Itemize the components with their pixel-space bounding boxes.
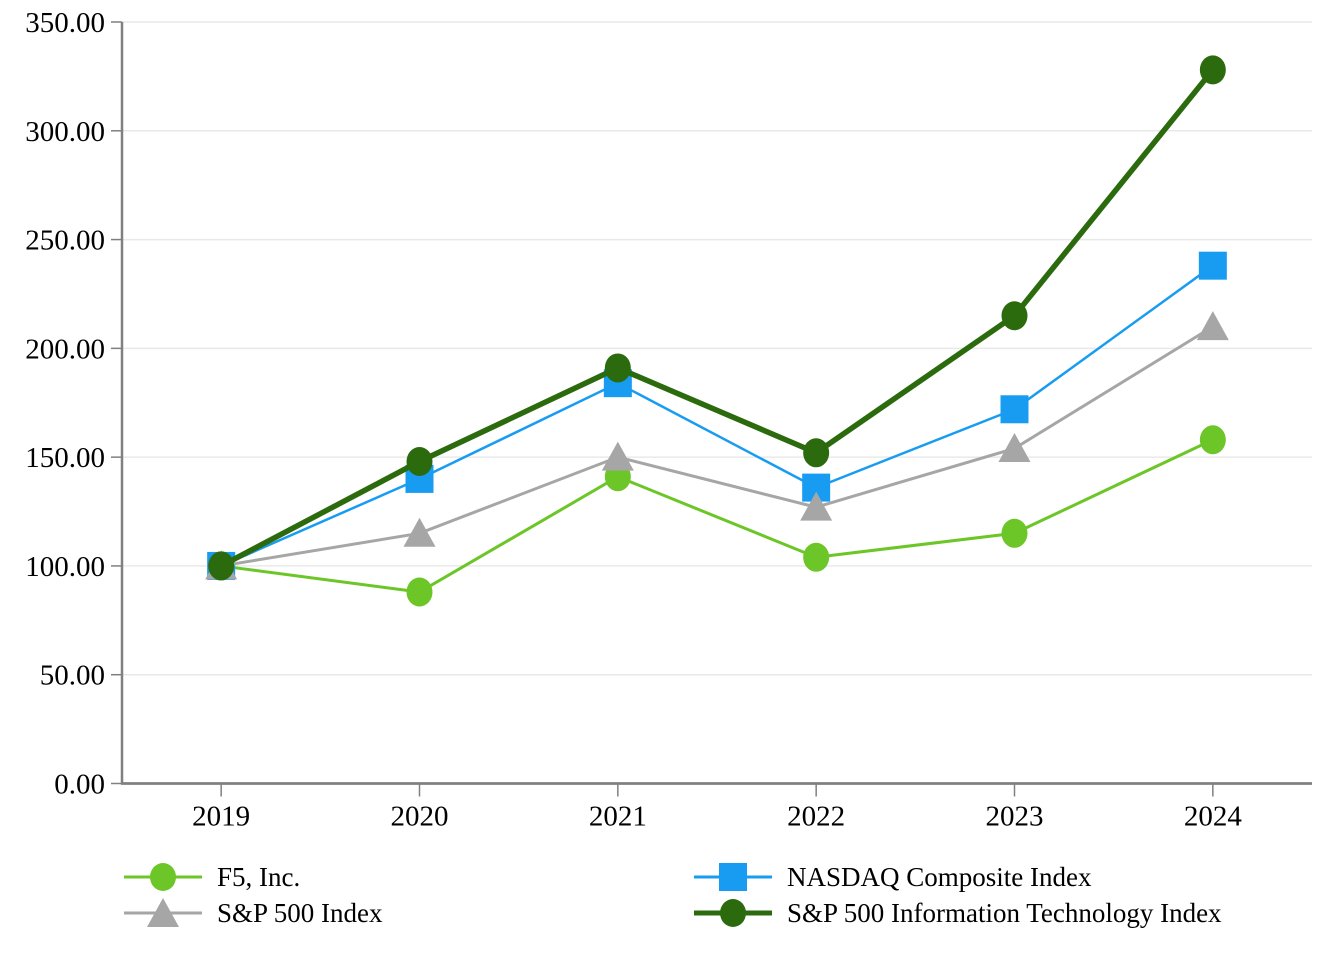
- series-nasdaq-composite-index: [207, 251, 1227, 580]
- circle-marker: [1199, 55, 1226, 85]
- y-tick-label: 250.00: [25, 225, 105, 257]
- circle-marker-icon: [720, 899, 746, 927]
- legend-label-f5: F5, Inc.: [217, 861, 301, 892]
- circle-marker: [803, 438, 830, 468]
- triangle-marker: [998, 432, 1031, 462]
- gridlines: [122, 21, 1312, 676]
- y-tick-label: 300.00: [25, 116, 105, 148]
- y-tick-label: 0.00: [54, 769, 105, 801]
- series-s-p-500-index: [205, 311, 1229, 580]
- x-tick-label: 2023: [986, 801, 1044, 833]
- series-line: [220, 438, 1214, 594]
- square-marker: [1198, 251, 1227, 280]
- x-tick-label: 2020: [391, 801, 449, 833]
- legend-label-nasdaq: NASDAQ Composite Index: [787, 861, 1092, 892]
- square-marker: [1000, 395, 1029, 424]
- circle-marker: [208, 551, 235, 581]
- legend-item-f5: F5, Inc.: [124, 860, 694, 894]
- series-s-p-500-information-technology-index: [208, 55, 1226, 581]
- y-tick-label: 100.00: [25, 551, 105, 583]
- x-tick-label: 2021: [589, 801, 647, 833]
- legend-item-sp500: S&P 500 Index: [124, 896, 694, 930]
- sp500-it-marker-icon: [694, 899, 772, 927]
- series-line: [220, 264, 1214, 568]
- square-marker-icon: [719, 863, 747, 891]
- series-line: [220, 325, 1214, 568]
- legend: F5, Inc. NASDAQ Composite Index S&P 500 …: [124, 860, 1314, 930]
- series-f5-inc: [208, 425, 1226, 607]
- circle-marker: [604, 353, 631, 383]
- x-axis: 2019 2020 2021 2022 2023 2024: [121, 782, 1312, 833]
- sp500-marker-icon: [124, 898, 202, 927]
- circle-marker: [1001, 301, 1028, 331]
- nasdaq-marker-icon: [694, 863, 772, 891]
- x-tick-label: 2022: [787, 801, 845, 833]
- circle-marker-icon: [150, 863, 176, 891]
- circle-marker: [1001, 518, 1028, 548]
- circle-marker: [406, 577, 433, 607]
- y-tick-label: 350.00: [25, 7, 105, 39]
- legend-item-sp500-it: S&P 500 Information Technology Index: [694, 896, 1314, 930]
- series-line: [219, 68, 1215, 569]
- triangle-marker: [403, 517, 436, 547]
- x-tick-label: 2024: [1184, 801, 1243, 833]
- x-tick-label: 2019: [192, 801, 250, 833]
- y-axis: 0.00 50.00 100.00 150.00 200.00 250.00 300.00 3…: [25, 7, 124, 801]
- y-tick-label: 150.00: [25, 442, 105, 474]
- triangle-marker: [800, 491, 833, 521]
- triangle-marker: [1196, 311, 1229, 341]
- legend-label-sp500: S&P 500 Index: [217, 897, 383, 928]
- circle-marker: [803, 542, 830, 572]
- legend-item-nasdaq: NASDAQ Composite Index: [694, 860, 1314, 894]
- circle-marker: [406, 446, 433, 476]
- legend-label-sp500-it: S&P 500 Information Technology Index: [787, 897, 1222, 928]
- triangle-marker-icon: [147, 898, 179, 927]
- triangle-marker: [601, 441, 634, 471]
- f5-marker-icon: [124, 863, 202, 891]
- y-tick-label: 50.00: [40, 660, 105, 692]
- circle-marker: [1199, 425, 1226, 455]
- y-tick-label: 200.00: [25, 333, 105, 365]
